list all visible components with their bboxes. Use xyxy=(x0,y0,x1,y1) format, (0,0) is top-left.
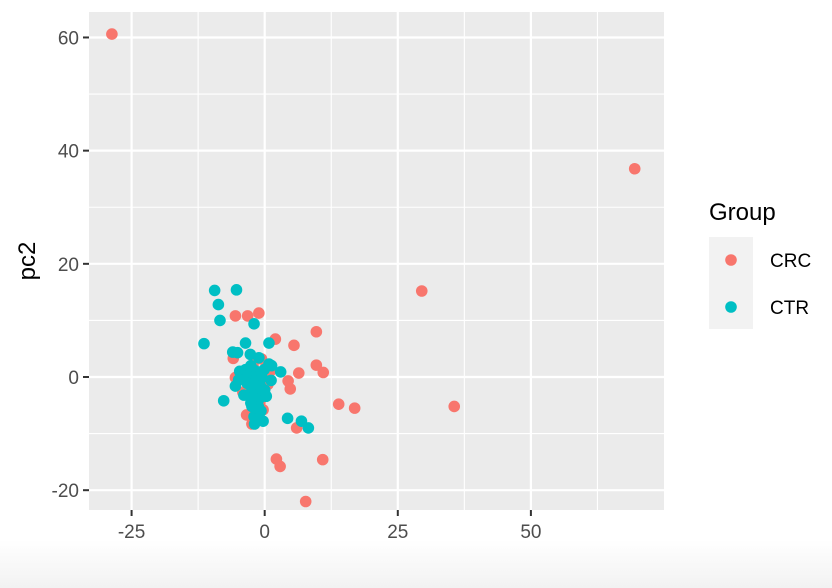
point-ctr xyxy=(198,337,210,350)
y-tick-label: 0 xyxy=(68,368,79,389)
y-axis-label: pc2 xyxy=(14,242,41,281)
plot-panel xyxy=(89,12,664,510)
x-tick-label: 25 xyxy=(387,522,408,543)
y-tick-label: 40 xyxy=(58,142,79,163)
y-axis: -20 0 20 40 60 xyxy=(52,28,89,502)
point-ctr xyxy=(281,412,294,425)
point-ctr xyxy=(274,366,287,378)
data-points xyxy=(106,28,641,508)
legend-label-crc: CRC xyxy=(770,251,811,272)
point-crc xyxy=(241,310,254,322)
point-crc xyxy=(282,375,294,387)
point-ctr xyxy=(231,346,244,359)
point-crc xyxy=(448,400,461,413)
point-crc xyxy=(317,366,330,379)
legend-key-ctr xyxy=(725,301,737,313)
legend-title: Group xyxy=(709,199,776,226)
window-bottom-edge xyxy=(0,540,832,588)
point-ctr xyxy=(248,418,261,430)
point-crc xyxy=(310,325,323,338)
point-crc xyxy=(348,402,361,414)
point-crc xyxy=(332,398,345,410)
x-tick-label: 50 xyxy=(520,522,541,543)
point-ctr xyxy=(302,422,315,434)
point-ctr xyxy=(260,390,273,403)
point-crc xyxy=(415,285,428,297)
legend-key-background xyxy=(709,237,753,329)
point-ctr xyxy=(245,397,257,409)
y-tick-label: 60 xyxy=(58,28,79,49)
point-ctr xyxy=(248,318,260,330)
grid-lines xyxy=(89,12,664,510)
x-tick-label: -25 xyxy=(118,522,145,543)
point-ctr xyxy=(239,337,252,349)
point-ctr xyxy=(263,337,275,349)
point-ctr xyxy=(230,284,243,296)
legend-label-ctr: CTR xyxy=(770,298,809,319)
point-ctr xyxy=(265,374,277,387)
point-crc xyxy=(288,339,300,352)
y-tick-label: 20 xyxy=(58,255,79,276)
point-crc xyxy=(229,310,242,322)
point-crc xyxy=(628,162,641,175)
point-ctr xyxy=(217,394,230,407)
point-crc xyxy=(316,453,329,466)
point-crc xyxy=(299,495,312,508)
point-crc xyxy=(310,359,323,371)
legend-items: CRC CTR xyxy=(725,251,811,319)
point-crc xyxy=(292,367,305,379)
point-ctr xyxy=(212,298,225,311)
point-ctr xyxy=(253,351,265,364)
point-ctr xyxy=(208,284,221,297)
x-tick-label: 0 xyxy=(259,522,270,543)
point-crc xyxy=(253,307,265,319)
x-axis: -25 0 25 50 xyxy=(118,510,541,543)
y-tick-label: -20 xyxy=(52,481,79,502)
point-crc xyxy=(274,460,286,473)
legend: Group CRC CTR xyxy=(709,199,811,329)
point-crc xyxy=(106,28,118,40)
legend-key-crc xyxy=(725,254,737,266)
point-ctr xyxy=(214,314,226,327)
